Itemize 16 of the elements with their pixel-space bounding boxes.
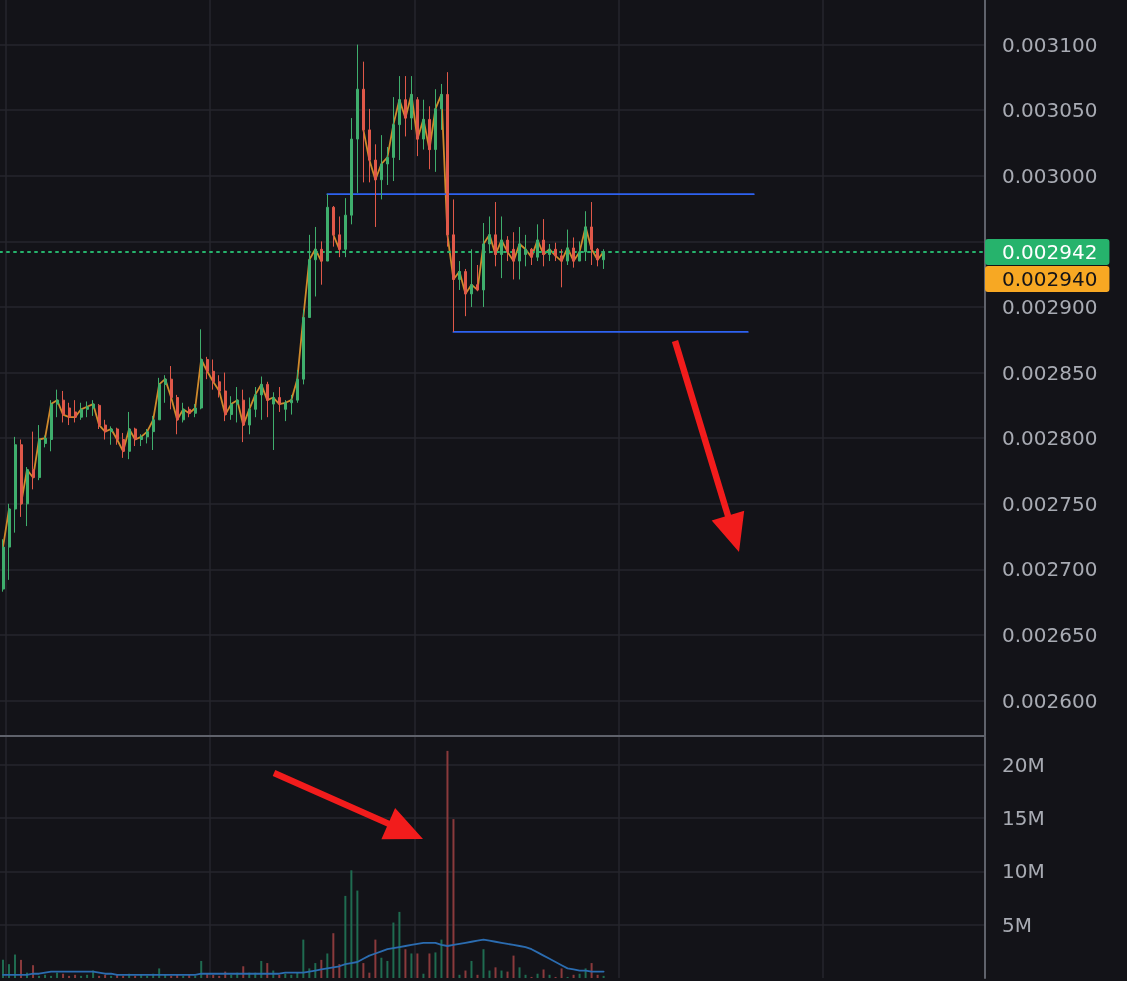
y-tick-label: 15M: [1002, 806, 1045, 831]
text: 0.002940: [1002, 266, 1098, 291]
y-tick-label: 10M: [1002, 859, 1045, 884]
y-tick-label: 0.003050: [1002, 98, 1098, 123]
y-tick-label: 0.003000: [1002, 163, 1098, 188]
y-tick-label: 0.002850: [1002, 360, 1098, 385]
y-tick-label: 0.002900: [1002, 294, 1098, 319]
y-tick-label: 0.002800: [1002, 426, 1098, 451]
y-tick-label: 0.002750: [1002, 491, 1098, 516]
ref-line-label: 0.002942: [1002, 239, 1098, 264]
y-tick-label: 0.002600: [1002, 688, 1098, 713]
y-tick-label: 5M: [1002, 912, 1032, 937]
y-tick-label: 0.002700: [1002, 557, 1098, 582]
y-tick-label: 20M: [1002, 752, 1045, 777]
y-tick-label: 0.003100: [1002, 32, 1098, 57]
y-tick-label: 0.002650: [1002, 622, 1098, 647]
